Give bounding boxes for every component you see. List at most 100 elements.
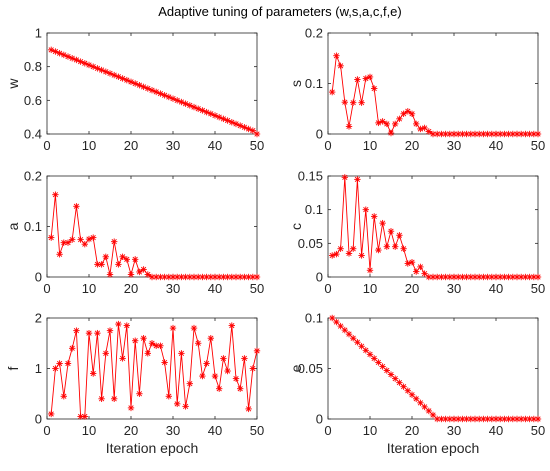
data-point [136, 390, 143, 397]
y-tick-label: 0.1 [305, 76, 323, 91]
marker-stroke [426, 274, 432, 280]
data-point [362, 206, 369, 213]
marker-stroke [94, 261, 101, 267]
data-point [81, 413, 88, 420]
marker-stroke [518, 274, 524, 280]
figure-title: Adaptive tuning of parameters (w,s,a,c,f… [158, 4, 402, 19]
marker-stroke [166, 94, 172, 100]
marker-stroke [254, 348, 260, 354]
marker-stroke [145, 350, 151, 356]
marker-stroke [136, 269, 143, 275]
marker-stroke [384, 244, 390, 250]
data-point [425, 407, 432, 415]
marker-stroke [493, 416, 499, 422]
marker-stroke [497, 274, 503, 280]
marker-stroke [497, 416, 503, 422]
y-axis-label: e [288, 364, 304, 372]
marker-stroke [250, 128, 256, 134]
y-tick-label: 0 [35, 270, 42, 285]
marker-stroke [52, 48, 59, 55]
marker-stroke [333, 53, 340, 59]
marker-stroke [417, 264, 424, 270]
marker-stroke [250, 365, 256, 372]
marker-stroke [430, 412, 436, 418]
marker-stroke [434, 131, 440, 137]
marker-stroke [250, 274, 256, 280]
data-point [345, 123, 353, 130]
data-point [383, 120, 390, 128]
data-point [463, 273, 470, 281]
marker-stroke [531, 131, 537, 137]
marker-stroke [153, 274, 159, 280]
data-point [383, 243, 390, 250]
data-point [69, 236, 76, 243]
marker-stroke [484, 131, 491, 137]
x-tick-label: 30 [166, 281, 180, 296]
marker-stroke [245, 274, 252, 280]
marker-stroke [409, 392, 415, 398]
marker-stroke [224, 117, 231, 124]
data-point [249, 127, 256, 134]
marker-stroke [220, 274, 227, 280]
marker-stroke [237, 386, 243, 392]
data-point [345, 250, 353, 257]
marker-stroke [480, 416, 487, 422]
data-point [195, 340, 202, 347]
marker-stroke [153, 343, 159, 349]
marker-stroke [245, 126, 252, 132]
marker-stroke [182, 274, 189, 280]
marker-stroke [115, 261, 122, 267]
x-tick-label: 50 [531, 281, 545, 296]
x-tick-label: 30 [447, 138, 461, 153]
marker-stroke [191, 325, 197, 331]
marker-stroke [329, 89, 335, 95]
data-point [253, 347, 261, 355]
data-point [497, 130, 504, 138]
data-point [182, 273, 189, 281]
marker-stroke [187, 274, 193, 280]
data-point [132, 256, 139, 263]
data-point [224, 367, 231, 375]
data-point [341, 326, 348, 334]
data-point [224, 273, 231, 281]
data-point [60, 393, 67, 400]
x-tick-label: 20 [124, 281, 138, 296]
x-tick-label: 10 [82, 423, 96, 438]
data-point [358, 252, 365, 259]
x-tick-label: 40 [208, 423, 222, 438]
data-point [123, 256, 130, 263]
marker-stroke [98, 261, 105, 267]
marker-stroke [384, 121, 390, 127]
marker-stroke [208, 274, 214, 280]
data-point [354, 339, 361, 346]
data-point [392, 375, 399, 382]
axes-box [46, 175, 258, 278]
marker-stroke [459, 131, 466, 137]
data-point [421, 403, 428, 411]
data-point [64, 239, 72, 246]
x-tick-label: 10 [82, 138, 96, 153]
marker-stroke [363, 347, 369, 353]
data-point [417, 263, 424, 271]
y-tick-label: 0.1 [24, 219, 42, 234]
marker-stroke [98, 67, 105, 73]
marker-stroke [245, 406, 252, 412]
data-point [140, 335, 147, 342]
data-point [249, 365, 256, 372]
marker-stroke [94, 330, 101, 336]
marker-stroke [56, 251, 63, 257]
data-point [417, 125, 424, 133]
marker-stroke [392, 121, 398, 127]
marker-stroke [434, 416, 440, 422]
data-point [199, 273, 206, 281]
marker-stroke [203, 274, 210, 280]
data-point [228, 322, 235, 329]
data-point [165, 393, 172, 400]
data-point [153, 273, 160, 281]
subplot-f: 0 10 20 30 40 50 0 1 2 f Iteration epoch [5, 311, 264, 457]
y-axis-label: c [288, 223, 304, 230]
marker-stroke [69, 55, 75, 61]
data-point [387, 371, 395, 378]
data-point [471, 130, 479, 138]
marker-stroke [421, 125, 428, 131]
